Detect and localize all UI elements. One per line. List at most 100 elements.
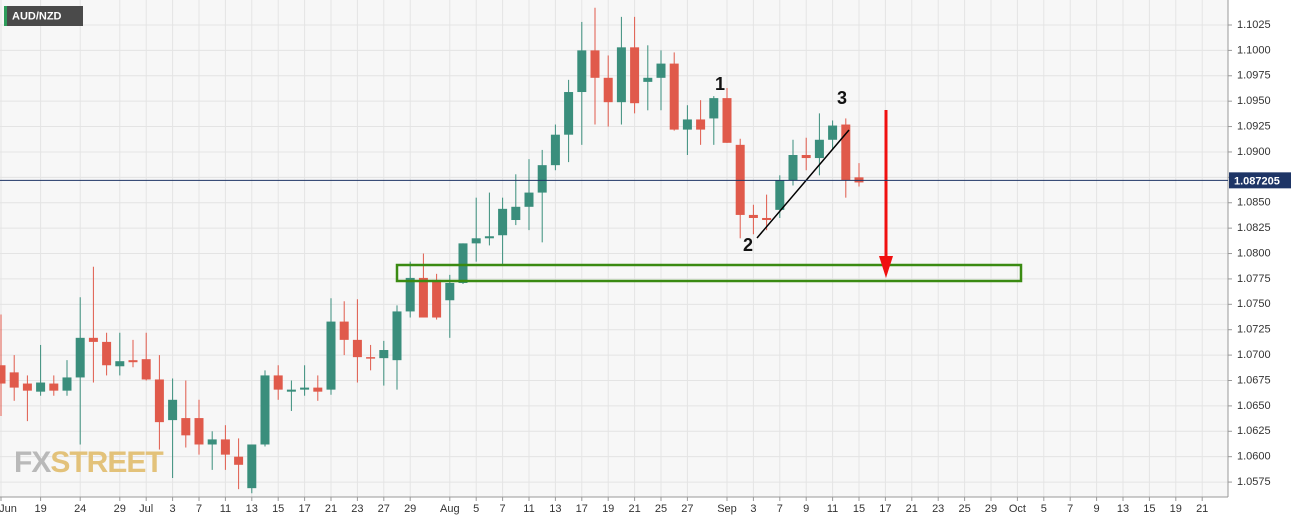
y-tick-label: 1.0950 bbox=[1237, 95, 1271, 107]
candle-body bbox=[379, 350, 389, 359]
x-tick-label: 7 bbox=[777, 503, 783, 515]
x-tick-label: Sep bbox=[717, 503, 737, 515]
candle-body bbox=[286, 389, 296, 392]
candle-body bbox=[273, 375, 283, 390]
x-tick-label: 19 bbox=[34, 503, 46, 515]
candle-body bbox=[801, 155, 811, 159]
x-tick-label: 11 bbox=[827, 503, 838, 515]
candle-body bbox=[762, 217, 772, 221]
y-tick-label: 1.0700 bbox=[1237, 349, 1271, 361]
candle-body bbox=[418, 277, 428, 318]
grid bbox=[0, 0, 1228, 497]
logo-street: STREET bbox=[50, 446, 163, 479]
candle-body bbox=[62, 377, 72, 391]
x-tick-label: 21 bbox=[906, 503, 918, 515]
x-tick-label: 11 bbox=[523, 503, 534, 515]
candle-body bbox=[220, 439, 230, 455]
y-tick-label: 1.0900 bbox=[1237, 146, 1271, 158]
candle-body bbox=[36, 382, 46, 392]
candle-body bbox=[49, 383, 59, 391]
y-tick-label: 1.0975 bbox=[1237, 70, 1271, 82]
x-tick-label: 17 bbox=[576, 503, 588, 515]
candle-body bbox=[841, 124, 851, 181]
candle-body bbox=[194, 418, 204, 445]
candle-body bbox=[471, 238, 481, 244]
x-tick-label: 21 bbox=[1196, 503, 1208, 515]
candle-body bbox=[102, 341, 112, 366]
candle-body bbox=[722, 98, 732, 143]
x-tick-label: 13 bbox=[1117, 503, 1129, 515]
y-tick-label: 1.1000 bbox=[1237, 44, 1271, 56]
price-axis-area bbox=[1228, 0, 1309, 521]
candle-body bbox=[630, 47, 640, 104]
x-tick-label: 23 bbox=[351, 503, 363, 515]
x-tick-label: 7 bbox=[500, 503, 506, 515]
candle-body bbox=[9, 372, 19, 388]
chart-title: AUD/NZD bbox=[12, 10, 62, 22]
candle-body bbox=[300, 387, 310, 390]
trend-line bbox=[756, 129, 850, 239]
candle-body bbox=[207, 439, 217, 445]
candle-body bbox=[788, 155, 798, 181]
candle-body bbox=[168, 399, 178, 421]
candle-body bbox=[511, 206, 521, 221]
y-tick-label: 1.1025 bbox=[1237, 19, 1271, 31]
candle-body bbox=[775, 180, 785, 210]
y-tick-label: 1.0675 bbox=[1237, 374, 1271, 386]
candle-body bbox=[339, 321, 349, 340]
x-tick-label: Jun bbox=[0, 503, 17, 515]
candle-body bbox=[669, 63, 679, 130]
logo: FXSTREET bbox=[14, 446, 163, 479]
y-tick-label: 1.0625 bbox=[1237, 425, 1271, 437]
candle-body bbox=[22, 383, 32, 391]
candle-body bbox=[498, 208, 508, 236]
x-tick-label: 15 bbox=[1143, 503, 1155, 515]
candle-body bbox=[828, 125, 838, 140]
x-tick-label: 29 bbox=[114, 503, 126, 515]
x-tick-label: Aug bbox=[440, 503, 460, 515]
candle-body bbox=[313, 387, 323, 392]
title-box bbox=[4, 6, 83, 26]
x-tick-label: 29 bbox=[985, 503, 997, 515]
y-tick-label: 1.0925 bbox=[1237, 120, 1271, 132]
x-tick-label: 25 bbox=[655, 503, 667, 515]
x-tick-label: 24 bbox=[74, 503, 86, 515]
candle-body bbox=[484, 236, 494, 239]
candle-body bbox=[128, 360, 138, 363]
x-tick-label: 9 bbox=[803, 503, 809, 515]
y-tick-label: 1.0600 bbox=[1237, 451, 1271, 463]
candle-body bbox=[524, 192, 534, 207]
candle-body bbox=[616, 47, 626, 103]
x-tick-label: 7 bbox=[196, 503, 202, 515]
support-zone bbox=[395, 263, 1023, 283]
y-tick-label: 1.0850 bbox=[1237, 197, 1271, 209]
x-tick-label: 13 bbox=[549, 503, 561, 515]
candle-body bbox=[537, 165, 547, 193]
candle-body bbox=[643, 77, 653, 82]
candle-body bbox=[141, 359, 151, 380]
x-tick-label: 21 bbox=[628, 503, 640, 515]
title-stripe bbox=[4, 6, 7, 26]
candle-body bbox=[181, 418, 191, 436]
x-tick-label: 15 bbox=[853, 503, 865, 515]
candle-body bbox=[814, 139, 824, 159]
candle-body bbox=[154, 379, 164, 423]
candle-body bbox=[458, 243, 468, 283]
y-tick-label: 1.0725 bbox=[1237, 324, 1271, 336]
x-tick-label: 19 bbox=[602, 503, 614, 515]
y-tick-label: 1.0750 bbox=[1237, 298, 1271, 310]
x-tick-label: 27 bbox=[681, 503, 693, 515]
x-tick-label: 7 bbox=[1067, 503, 1073, 515]
y-tick-label: 1.0575 bbox=[1237, 476, 1271, 488]
y-tick-label: 1.0825 bbox=[1237, 222, 1271, 234]
x-tick-label: 27 bbox=[378, 503, 390, 515]
x-tick-label: 9 bbox=[1094, 503, 1100, 515]
candle-body bbox=[405, 277, 415, 312]
x-tick-label: Jul bbox=[139, 503, 153, 515]
x-tick-label: 13 bbox=[246, 503, 258, 515]
y-tick-label: 1.0775 bbox=[1237, 273, 1271, 285]
candle-body bbox=[392, 311, 402, 361]
current-price-label: 1.087205 bbox=[1234, 175, 1280, 187]
candle-body bbox=[682, 119, 692, 130]
annotation: 3 bbox=[837, 88, 847, 108]
